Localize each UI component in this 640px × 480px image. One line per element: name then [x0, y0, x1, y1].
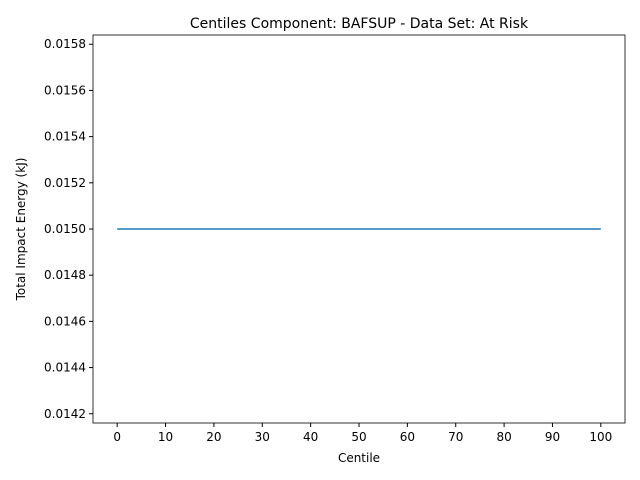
x-tick-label: 100	[589, 430, 612, 444]
x-tick-label: 10	[158, 430, 173, 444]
y-tick-label: 0.0158	[44, 37, 86, 51]
y-axis-label: Total Impact Energy (kJ)	[14, 158, 28, 302]
x-tick-label: 60	[400, 430, 415, 444]
y-tick-label: 0.0154	[44, 130, 86, 144]
y-tick-label: 0.0144	[44, 361, 86, 375]
x-tick-label: 70	[448, 430, 463, 444]
x-axis-label: Centile	[338, 451, 380, 465]
x-tick-label: 30	[255, 430, 270, 444]
y-tick-label: 0.0156	[44, 83, 86, 97]
x-tick-label: 50	[351, 430, 366, 444]
plot-frame	[92, 34, 626, 424]
x-tick-label: 0	[113, 430, 121, 444]
y-tick-label: 0.0152	[44, 176, 86, 190]
x-tick-label: 20	[206, 430, 221, 444]
y-tick-label: 0.0146	[44, 314, 86, 328]
chart-title: Centiles Component: BAFSUP - Data Set: A…	[190, 16, 529, 32]
x-tick-label: 80	[496, 430, 511, 444]
x-tick-label: 40	[303, 430, 318, 444]
y-tick-label: 0.0142	[44, 407, 86, 421]
y-tick-label: 0.0148	[44, 268, 86, 282]
y-tick-label: 0.0150	[44, 222, 86, 236]
x-tick-label: 90	[545, 430, 560, 444]
